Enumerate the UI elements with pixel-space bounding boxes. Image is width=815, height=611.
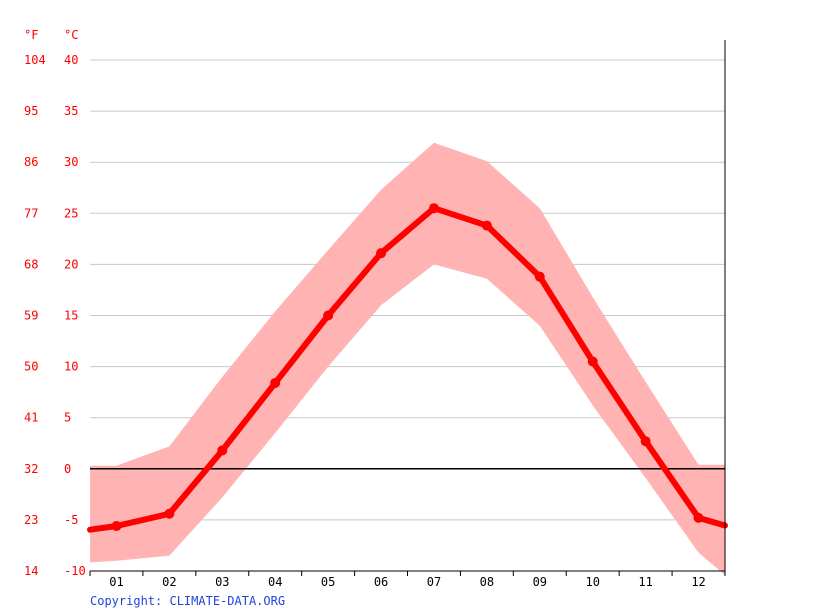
mean-temperature-point [217, 445, 228, 456]
mean-temperature-point [640, 436, 651, 447]
celsius-tick-label: 20 [64, 257, 78, 271]
fahrenheit-tick-label: 68 [24, 257, 38, 271]
fahrenheit-tick-label: 23 [24, 513, 38, 527]
month-tick-label: 01 [109, 575, 123, 589]
celsius-tick-label: -5 [64, 513, 78, 527]
fahrenheit-tick-label: 77 [24, 206, 38, 220]
mean-temperature-point [534, 271, 545, 282]
max-min-range-area [90, 142, 725, 575]
month-tick-label: 02 [162, 575, 176, 589]
celsius-tick-label: 35 [64, 104, 78, 118]
celsius-tick-label: 0 [64, 462, 71, 476]
celsius-tick-label: 5 [64, 411, 71, 425]
axis-labels: 40104359530862577206815591050541032-523-… [24, 28, 706, 589]
mean-temperature-point [693, 512, 704, 523]
celsius-tick-label: 30 [64, 155, 78, 169]
month-tick-label: 04 [268, 575, 282, 589]
fahrenheit-tick-label: 14 [24, 564, 38, 578]
fahrenheit-tick-label: 32 [24, 462, 38, 476]
month-tick-label: 08 [480, 575, 494, 589]
celsius-tick-label: -10 [64, 564, 86, 578]
mean-temperature-path [87, 205, 728, 533]
fahrenheit-tick-label: 50 [24, 360, 38, 374]
mean-temperature-point [376, 248, 387, 259]
month-tick-label: 09 [533, 575, 547, 589]
mean-temperature-line [87, 203, 728, 533]
month-tick-label: 05 [321, 575, 335, 589]
fahrenheit-tick-label: 95 [24, 104, 38, 118]
temperature-range-band [90, 142, 725, 575]
copyright-text: Copyright: CLIMATE-DATA.ORG [90, 594, 286, 608]
axes [89, 40, 726, 576]
fahrenheit-tick-label: 41 [24, 411, 38, 425]
month-tick-label: 11 [638, 575, 652, 589]
mean-temperature-point [481, 220, 492, 231]
mean-temperature-point [111, 521, 122, 532]
mean-temperature-point [164, 508, 175, 519]
fahrenheit-tick-label: 104 [24, 53, 46, 67]
mean-temperature-point [323, 310, 334, 321]
fahrenheit-tick-label: 59 [24, 309, 38, 323]
fahrenheit-tick-label: 86 [24, 155, 38, 169]
mean-temperature-point [270, 377, 281, 388]
month-tick-label: 10 [585, 575, 599, 589]
month-tick-label: 03 [215, 575, 229, 589]
celsius-tick-label: 15 [64, 309, 78, 323]
month-tick-label: 12 [691, 575, 705, 589]
celsius-unit-label: °C [64, 28, 78, 42]
celsius-tick-label: 10 [64, 360, 78, 374]
month-tick-label: 07 [427, 575, 441, 589]
fahrenheit-unit-label: °F [24, 28, 38, 42]
celsius-tick-label: 25 [64, 206, 78, 220]
celsius-tick-label: 40 [64, 53, 78, 67]
mean-temperature-point [587, 356, 598, 367]
mean-temperature-point [428, 203, 439, 214]
month-tick-label: 06 [374, 575, 388, 589]
